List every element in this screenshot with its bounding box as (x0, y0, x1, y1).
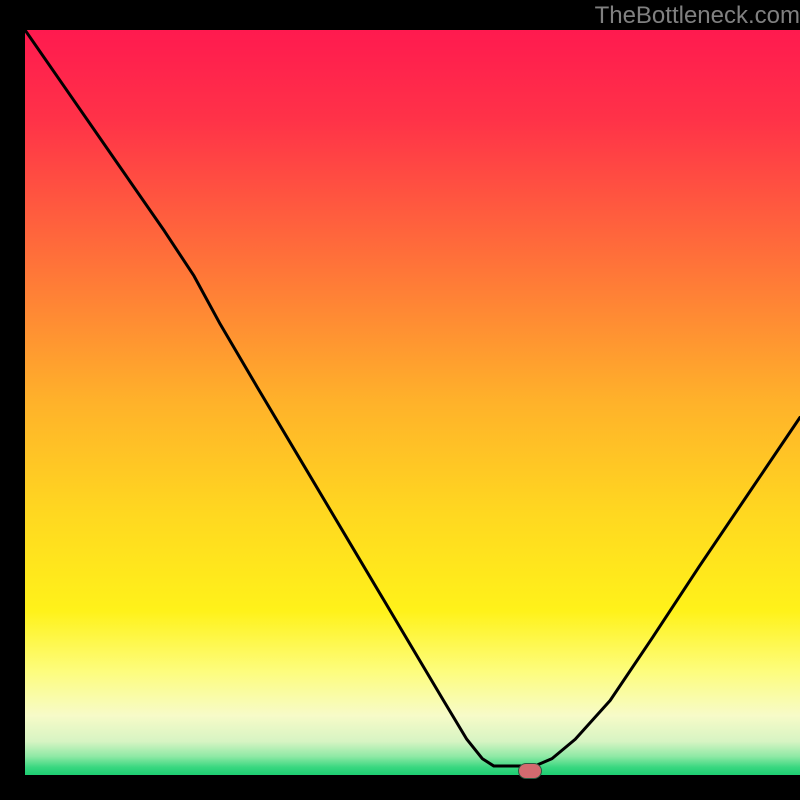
bottleneck-curve-svg (25, 30, 800, 775)
chart-frame: TheBottleneck.com (0, 0, 800, 800)
watermark-label: TheBottleneck.com (595, 2, 800, 30)
plot-area (25, 30, 800, 775)
optimal-point-marker (518, 763, 542, 779)
gradient-background (25, 30, 800, 775)
